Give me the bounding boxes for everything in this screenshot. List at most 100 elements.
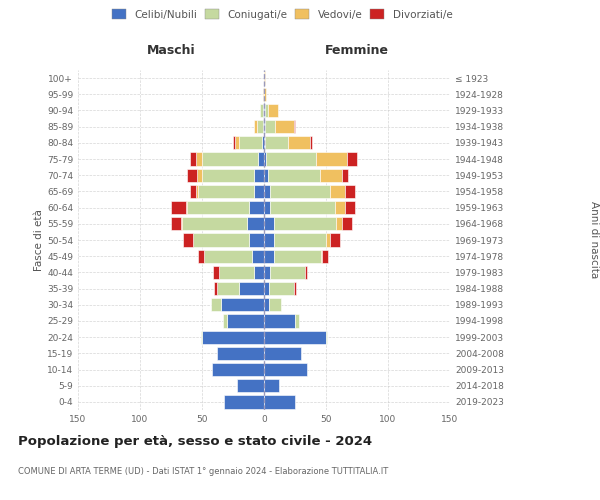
Bar xyxy=(254,120,257,134)
Bar xyxy=(336,217,342,230)
Bar xyxy=(254,168,264,182)
Bar xyxy=(264,250,274,263)
Bar xyxy=(212,363,264,376)
Bar xyxy=(330,185,344,198)
Bar xyxy=(254,266,264,279)
Bar xyxy=(262,136,264,149)
Bar xyxy=(249,234,264,246)
Bar xyxy=(344,185,355,198)
Bar xyxy=(294,282,296,295)
Bar xyxy=(196,185,198,198)
Bar xyxy=(264,330,326,344)
Bar xyxy=(264,120,265,134)
Bar xyxy=(265,104,268,117)
Bar xyxy=(227,314,264,328)
Bar xyxy=(269,282,294,295)
Bar xyxy=(251,250,264,263)
Bar xyxy=(316,152,347,166)
Bar xyxy=(270,185,330,198)
Bar xyxy=(254,185,264,198)
Bar xyxy=(263,120,264,134)
Bar xyxy=(182,217,247,230)
Bar xyxy=(196,152,202,166)
Bar xyxy=(258,152,264,166)
Bar xyxy=(257,120,263,134)
Bar xyxy=(264,314,295,328)
Bar xyxy=(264,217,274,230)
Bar xyxy=(193,234,249,246)
Bar xyxy=(220,266,254,279)
Bar xyxy=(239,282,264,295)
Bar xyxy=(326,234,330,246)
Bar xyxy=(184,234,193,246)
Bar xyxy=(322,250,328,263)
Text: Femmine: Femmine xyxy=(325,44,389,58)
Bar xyxy=(264,104,265,117)
Bar xyxy=(321,250,322,263)
Bar xyxy=(274,234,326,246)
Bar xyxy=(264,201,270,214)
Bar xyxy=(266,152,316,166)
Bar xyxy=(294,120,295,134)
Bar xyxy=(270,201,335,214)
Bar xyxy=(264,379,279,392)
Bar xyxy=(264,346,301,360)
Bar xyxy=(268,104,278,117)
Bar xyxy=(264,282,269,295)
Bar xyxy=(274,217,336,230)
Bar xyxy=(186,201,187,214)
Bar xyxy=(264,266,270,279)
Bar xyxy=(320,168,342,182)
Legend: Celibi/Nubili, Coniugati/e, Vedovi/e, Divorziati/e: Celibi/Nubili, Coniugati/e, Vedovi/e, Di… xyxy=(107,5,457,24)
Bar xyxy=(247,217,264,230)
Bar xyxy=(211,298,221,312)
Bar xyxy=(344,201,355,214)
Bar xyxy=(237,379,264,392)
Bar xyxy=(264,363,307,376)
Bar xyxy=(221,298,264,312)
Bar xyxy=(190,185,196,198)
Bar xyxy=(190,152,196,166)
Bar xyxy=(264,168,268,182)
Bar xyxy=(264,72,265,85)
Bar xyxy=(264,88,266,101)
Bar xyxy=(264,234,274,246)
Bar xyxy=(260,104,263,117)
Text: Anni di nascita: Anni di nascita xyxy=(589,202,599,278)
Bar xyxy=(202,168,254,182)
Bar xyxy=(310,136,313,149)
Bar xyxy=(330,234,340,246)
Bar xyxy=(239,136,262,149)
Bar xyxy=(198,185,254,198)
Bar xyxy=(171,201,186,214)
Bar xyxy=(171,217,181,230)
Bar xyxy=(269,298,281,312)
Bar xyxy=(223,314,227,328)
Bar xyxy=(217,346,264,360)
Bar xyxy=(342,217,352,230)
Bar xyxy=(264,396,295,408)
Bar xyxy=(187,201,249,214)
Bar xyxy=(233,136,235,149)
Bar xyxy=(265,136,287,149)
Bar xyxy=(187,168,197,182)
Bar xyxy=(263,88,264,101)
Bar xyxy=(270,266,305,279)
Bar xyxy=(214,282,217,295)
Bar xyxy=(181,217,182,230)
Bar xyxy=(264,136,265,149)
Bar xyxy=(197,168,202,182)
Bar xyxy=(198,250,205,263)
Bar xyxy=(213,266,220,279)
Text: COMUNE DI ARTA TERME (UD) - Dati ISTAT 1° gennaio 2024 - Elaborazione TUTTITALIA: COMUNE DI ARTA TERME (UD) - Dati ISTAT 1… xyxy=(18,468,388,476)
Bar xyxy=(305,266,307,279)
Bar xyxy=(263,104,264,117)
Y-axis label: Fasce di età: Fasce di età xyxy=(34,209,44,271)
Text: Maschi: Maschi xyxy=(146,44,196,58)
Bar xyxy=(235,136,239,149)
Bar xyxy=(264,152,266,166)
Bar xyxy=(295,314,299,328)
Bar xyxy=(201,330,202,344)
Bar xyxy=(274,250,321,263)
Bar xyxy=(326,330,327,344)
